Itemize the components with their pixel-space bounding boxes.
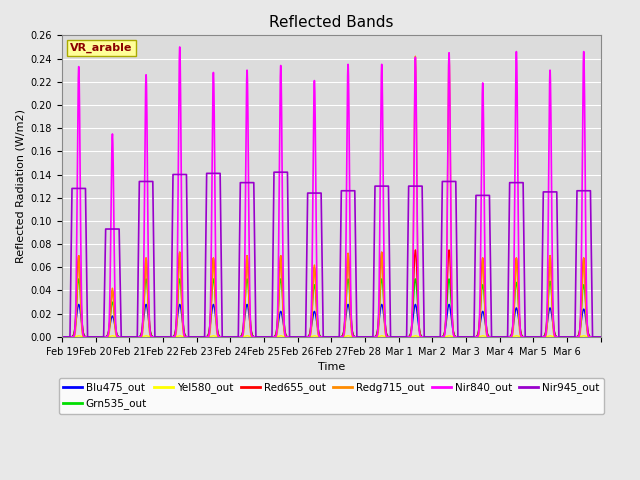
Blu475_out — [58, 334, 66, 340]
Grn535_out — [406, 332, 414, 337]
Grn535_out — [472, 334, 479, 340]
Red655_out — [456, 334, 464, 340]
Title: Reflected Bands: Reflected Bands — [269, 15, 394, 30]
Y-axis label: Reflected Radiation (W/m2): Reflected Radiation (W/m2) — [15, 109, 25, 263]
Redg715_out — [445, 51, 453, 57]
Nir840_out — [456, 334, 464, 340]
Nir840_out — [151, 334, 159, 340]
Line: Blu475_out: Blu475_out — [62, 304, 600, 337]
Yel580_out — [456, 334, 464, 340]
Blu475_out — [456, 334, 464, 340]
Blu475_out — [151, 334, 159, 340]
Blu475_out — [480, 311, 488, 317]
Grn535_out — [456, 334, 464, 340]
Blu475_out — [596, 334, 604, 340]
Nir840_out — [58, 334, 66, 340]
Nir945_out — [417, 183, 425, 189]
Line: Nir840_out: Nir840_out — [62, 47, 600, 337]
Legend: Blu475_out, Grn535_out, Yel580_out, Red655_out, Redg715_out, Nir840_out, Nir945_: Blu475_out, Grn535_out, Yel580_out, Red6… — [59, 378, 604, 414]
Redg715_out — [151, 334, 159, 340]
Red655_out — [596, 334, 604, 340]
Yel580_out — [596, 334, 604, 340]
Red655_out — [472, 334, 479, 340]
Red655_out — [417, 333, 425, 339]
Nir840_out — [596, 334, 604, 340]
Yel580_out — [472, 334, 479, 340]
Text: VR_arable: VR_arable — [70, 43, 132, 53]
Grn535_out — [417, 333, 425, 339]
Nir945_out — [456, 334, 464, 340]
Line: Nir945_out: Nir945_out — [62, 172, 600, 337]
Redg715_out — [58, 334, 66, 340]
Yel580_out — [417, 334, 425, 340]
Nir840_out — [480, 134, 488, 140]
Nir945_out — [58, 334, 66, 340]
Nir945_out — [472, 212, 479, 218]
Blu475_out — [75, 301, 83, 307]
Redg715_out — [596, 334, 604, 340]
Blu475_out — [406, 332, 414, 337]
Nir945_out — [596, 334, 604, 340]
Blu475_out — [472, 334, 479, 340]
Yel580_out — [58, 334, 66, 340]
Line: Grn535_out: Grn535_out — [62, 279, 600, 337]
X-axis label: Time: Time — [317, 362, 345, 372]
Grn535_out — [596, 334, 604, 340]
Yel580_out — [75, 333, 83, 338]
Line: Redg715_out: Redg715_out — [62, 54, 600, 337]
Red655_out — [480, 265, 488, 271]
Yel580_out — [480, 333, 488, 339]
Grn535_out — [58, 334, 66, 340]
Redg715_out — [480, 272, 488, 278]
Redg715_out — [406, 334, 414, 339]
Red655_out — [58, 334, 66, 340]
Nir945_out — [406, 183, 414, 189]
Nir945_out — [480, 192, 488, 198]
Red655_out — [406, 332, 414, 338]
Red655_out — [151, 334, 159, 340]
Redg715_out — [472, 334, 479, 340]
Nir840_out — [417, 334, 425, 340]
Yel580_out — [151, 334, 159, 340]
Red655_out — [412, 247, 419, 253]
Blu475_out — [417, 333, 425, 339]
Nir840_out — [406, 334, 414, 339]
Line: Red655_out: Red655_out — [62, 250, 600, 337]
Grn535_out — [151, 334, 159, 340]
Nir945_out — [270, 169, 278, 175]
Yel580_out — [406, 334, 414, 340]
Nir945_out — [151, 319, 159, 324]
Nir840_out — [176, 44, 184, 50]
Redg715_out — [456, 334, 464, 340]
Grn535_out — [480, 288, 488, 293]
Nir840_out — [472, 334, 479, 340]
Redg715_out — [417, 334, 425, 340]
Line: Yel580_out: Yel580_out — [62, 336, 600, 337]
Grn535_out — [75, 276, 83, 282]
